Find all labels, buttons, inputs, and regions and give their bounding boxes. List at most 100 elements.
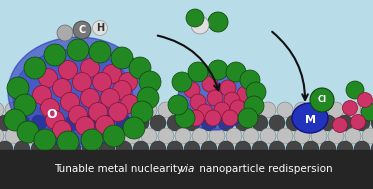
Circle shape [294, 128, 310, 144]
Circle shape [192, 102, 208, 118]
Circle shape [243, 128, 259, 144]
Circle shape [137, 87, 159, 109]
Circle shape [133, 141, 149, 157]
Circle shape [90, 102, 106, 118]
Circle shape [351, 115, 366, 129]
Circle shape [277, 128, 293, 144]
Circle shape [362, 102, 373, 118]
Circle shape [218, 115, 234, 131]
Text: Cl: Cl [317, 95, 327, 105]
Circle shape [57, 131, 79, 153]
Circle shape [14, 141, 30, 157]
Circle shape [123, 117, 145, 139]
Circle shape [226, 62, 246, 82]
Circle shape [95, 115, 115, 135]
Circle shape [60, 92, 79, 112]
Circle shape [65, 141, 81, 157]
Circle shape [354, 115, 370, 131]
Circle shape [0, 115, 13, 131]
Text: C: C [78, 25, 86, 35]
Circle shape [53, 78, 72, 98]
Circle shape [175, 102, 191, 118]
Circle shape [81, 59, 100, 77]
Text: nanoparticle redispersion: nanoparticle redispersion [197, 164, 333, 174]
Circle shape [120, 94, 140, 114]
Circle shape [310, 88, 334, 112]
Circle shape [59, 60, 78, 80]
Circle shape [48, 141, 64, 157]
Ellipse shape [178, 70, 253, 130]
Circle shape [73, 102, 89, 118]
Circle shape [90, 128, 106, 144]
Circle shape [246, 82, 266, 102]
Circle shape [184, 82, 200, 98]
Circle shape [17, 121, 39, 143]
Circle shape [361, 103, 373, 121]
Circle shape [222, 110, 238, 126]
Circle shape [328, 102, 344, 118]
Circle shape [150, 141, 166, 157]
Circle shape [4, 109, 26, 131]
Circle shape [188, 110, 204, 126]
Circle shape [218, 141, 234, 157]
Circle shape [7, 77, 29, 99]
Circle shape [202, 76, 218, 92]
Circle shape [220, 80, 236, 96]
Circle shape [32, 85, 51, 105]
Circle shape [294, 102, 310, 118]
Circle shape [224, 92, 240, 108]
Circle shape [56, 128, 72, 144]
Circle shape [243, 102, 259, 118]
Circle shape [88, 102, 107, 122]
Circle shape [269, 141, 285, 157]
Circle shape [141, 102, 157, 118]
Circle shape [31, 141, 47, 157]
Circle shape [93, 20, 107, 36]
Circle shape [119, 73, 138, 91]
Circle shape [188, 62, 208, 82]
Circle shape [191, 16, 209, 34]
Circle shape [238, 108, 258, 128]
Circle shape [197, 104, 213, 120]
Circle shape [73, 21, 91, 39]
Circle shape [168, 95, 188, 115]
Circle shape [332, 118, 348, 132]
Circle shape [158, 128, 174, 144]
Circle shape [44, 44, 66, 66]
Circle shape [208, 60, 228, 80]
Text: Tunable metal nuclearity: Tunable metal nuclearity [54, 164, 186, 174]
Circle shape [72, 73, 91, 91]
Circle shape [100, 88, 119, 108]
Circle shape [371, 115, 373, 131]
Text: M: M [304, 115, 316, 125]
Circle shape [0, 141, 13, 157]
Circle shape [303, 141, 319, 157]
Circle shape [346, 81, 364, 99]
Circle shape [190, 94, 206, 110]
Circle shape [252, 141, 268, 157]
Circle shape [240, 70, 260, 90]
Circle shape [141, 128, 157, 144]
Circle shape [354, 141, 370, 157]
Circle shape [192, 128, 208, 144]
Circle shape [277, 102, 293, 118]
Circle shape [244, 96, 264, 116]
Circle shape [111, 47, 133, 69]
Ellipse shape [13, 50, 133, 145]
Circle shape [22, 128, 38, 144]
Circle shape [103, 125, 125, 147]
Circle shape [82, 141, 98, 157]
Circle shape [226, 128, 242, 144]
Circle shape [81, 88, 100, 108]
Circle shape [260, 102, 276, 118]
Circle shape [303, 115, 319, 131]
Circle shape [89, 41, 111, 63]
Circle shape [57, 25, 73, 41]
Bar [0, 150, 373, 189]
Circle shape [345, 102, 361, 118]
Circle shape [320, 115, 336, 131]
Circle shape [39, 102, 55, 118]
Circle shape [107, 102, 123, 118]
Circle shape [46, 111, 65, 129]
Circle shape [362, 128, 373, 144]
